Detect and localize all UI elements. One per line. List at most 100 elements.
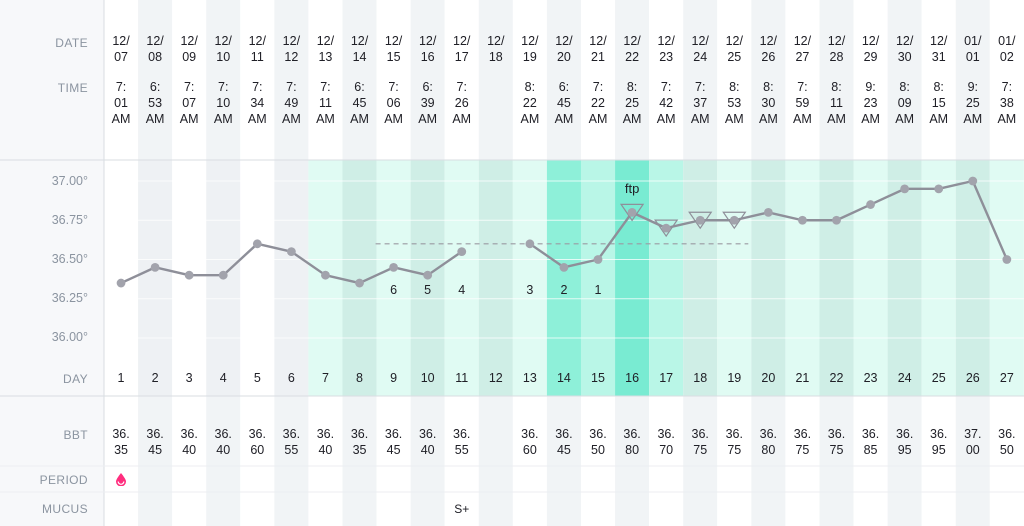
time-cell: 7: 26 AM bbox=[452, 80, 472, 126]
count-label: 3 bbox=[526, 283, 534, 297]
date-cell: 01/ 01 bbox=[964, 34, 982, 64]
date-cell: 12/ 18 bbox=[487, 34, 505, 64]
day-number: 17 bbox=[659, 371, 674, 385]
time-cell: 7: 10 AM bbox=[213, 80, 233, 126]
day-number: 6 bbox=[287, 371, 295, 385]
bbt-cell: 36. 40 bbox=[418, 427, 437, 457]
day-number: 13 bbox=[522, 371, 537, 385]
time-cell: 7: 07 AM bbox=[179, 80, 199, 126]
time-cell: 7: 06 AM bbox=[384, 80, 403, 126]
bbt-cell: 36. 40 bbox=[316, 427, 335, 457]
bbt-cell: 36. 45 bbox=[555, 427, 573, 457]
day-number: 27 bbox=[999, 371, 1014, 385]
day-number: 9 bbox=[390, 371, 398, 385]
day-number: 2 bbox=[151, 371, 159, 385]
bbt-cell: 36. 75 bbox=[691, 427, 709, 457]
time-cell: 6: 53 AM bbox=[145, 80, 165, 126]
time-cell: 7: 34 AM bbox=[247, 80, 267, 126]
count-label: 2 bbox=[560, 283, 568, 297]
bbt-cell: 36. 40 bbox=[214, 427, 232, 457]
y-tick-label: 36.00° bbox=[51, 330, 88, 344]
bbt-cell: 36. 75 bbox=[725, 427, 743, 457]
bbt-cell: 36. 60 bbox=[521, 427, 539, 457]
mucus-observation: S+ bbox=[454, 502, 470, 516]
date-cell: 12/ 27 bbox=[793, 34, 812, 64]
bbt-cell: 36. 70 bbox=[657, 427, 675, 457]
day-number: 4 bbox=[219, 371, 227, 385]
y-tick-label: 36.75° bbox=[51, 213, 88, 227]
date-cell: 12/ 16 bbox=[418, 34, 437, 64]
bbt-cell: 36. 85 bbox=[861, 427, 880, 457]
day-number: 10 bbox=[420, 371, 435, 385]
date-cell: 12/ 24 bbox=[691, 34, 709, 64]
date-cell: 01/ 02 bbox=[998, 34, 1016, 64]
time-cell: 7: 11 AM bbox=[316, 80, 335, 126]
day-number: 12 bbox=[488, 371, 503, 385]
date-cell: 12/ 22 bbox=[623, 34, 641, 64]
date-cell: 12/ 17 bbox=[453, 34, 471, 64]
date-cell: 12/ 25 bbox=[725, 34, 743, 64]
date-cell: 12/ 29 bbox=[861, 34, 880, 64]
date-cell: 12/ 10 bbox=[214, 34, 232, 64]
mucus-row-label: MUCUS bbox=[42, 502, 88, 516]
bbt-row-label: BBT bbox=[63, 428, 88, 442]
date-cell: 12/ 30 bbox=[895, 34, 914, 64]
day-number: 14 bbox=[556, 371, 571, 385]
bbt-cell: 36. 80 bbox=[623, 427, 641, 457]
bbt-cell: 36. 60 bbox=[248, 427, 266, 457]
time-cell: 6: 39 AM bbox=[418, 80, 438, 126]
time-cell: 8: 25 AM bbox=[622, 80, 642, 126]
date-cell: 12/ 07 bbox=[112, 34, 130, 64]
time-cell: 8: 15 AM bbox=[929, 80, 949, 126]
bbt-cell: 36. 35 bbox=[350, 427, 369, 457]
bbt-cell: 36. 40 bbox=[180, 427, 198, 457]
bbt-cell: 36. 45 bbox=[146, 427, 164, 457]
time-cell: 7: 01 AM bbox=[111, 80, 131, 126]
ftp-label: ftp bbox=[624, 181, 640, 196]
date-cell: 12/ 12 bbox=[282, 34, 301, 64]
date-row-label: DATE bbox=[55, 36, 88, 50]
period-row-label: PERIOD bbox=[39, 473, 88, 487]
y-tick-label: 36.25° bbox=[51, 291, 88, 305]
time-row-label: TIME bbox=[57, 81, 88, 95]
bbt-cell: 36. 35 bbox=[112, 427, 130, 457]
day-number: 3 bbox=[185, 371, 193, 385]
time-cell: 7: 37 AM bbox=[690, 80, 710, 126]
date-cell: 12/ 26 bbox=[759, 34, 778, 64]
day-number: 18 bbox=[693, 371, 708, 385]
day-number: 20 bbox=[761, 371, 776, 385]
period-drop-icon bbox=[116, 473, 127, 486]
date-cell: 12/ 28 bbox=[827, 34, 846, 64]
time-cell: 7: 49 AM bbox=[282, 80, 301, 126]
y-tick-label: 37.00° bbox=[51, 174, 88, 188]
date-cell: 12/ 31 bbox=[930, 34, 948, 64]
time-cell: 7: 42 AM bbox=[656, 80, 676, 126]
day-number: 19 bbox=[727, 371, 742, 385]
bbt-cell: 36. 55 bbox=[282, 427, 301, 457]
bbt-cell: 36. 95 bbox=[895, 427, 914, 457]
bbt-cell: 36. 75 bbox=[827, 427, 846, 457]
day-number: 24 bbox=[897, 371, 912, 385]
day-number: 8 bbox=[356, 371, 363, 385]
date-cell: 12/ 13 bbox=[316, 34, 335, 64]
bbt-cell: 36. 75 bbox=[793, 427, 812, 457]
y-tick-label: 36.50° bbox=[51, 252, 88, 266]
time-cell: 6: 45 AM bbox=[350, 80, 369, 126]
time-cell: 8: 22 AM bbox=[520, 80, 540, 126]
bbt-cell: 37. 00 bbox=[964, 427, 982, 457]
bbt-cell: 36. 55 bbox=[453, 427, 471, 457]
day-number: 23 bbox=[863, 371, 878, 385]
time-cell: 7: 38 AM bbox=[997, 80, 1017, 126]
day-number: 15 bbox=[591, 371, 605, 385]
count-label: 5 bbox=[424, 283, 432, 297]
day-number: 7 bbox=[321, 371, 329, 385]
bbt-cell: 36. 80 bbox=[759, 427, 778, 457]
time-cell: 9: 23 AM bbox=[861, 80, 880, 126]
time-cell: 8: 53 AM bbox=[724, 80, 744, 126]
date-cell: 12/ 21 bbox=[589, 34, 607, 64]
time-cell: 8: 11 AM bbox=[827, 80, 846, 126]
day-number: 16 bbox=[625, 371, 640, 385]
day-number: 11 bbox=[455, 371, 469, 385]
day-number: 22 bbox=[829, 371, 844, 385]
time-cell: 9: 25 AM bbox=[963, 80, 983, 126]
